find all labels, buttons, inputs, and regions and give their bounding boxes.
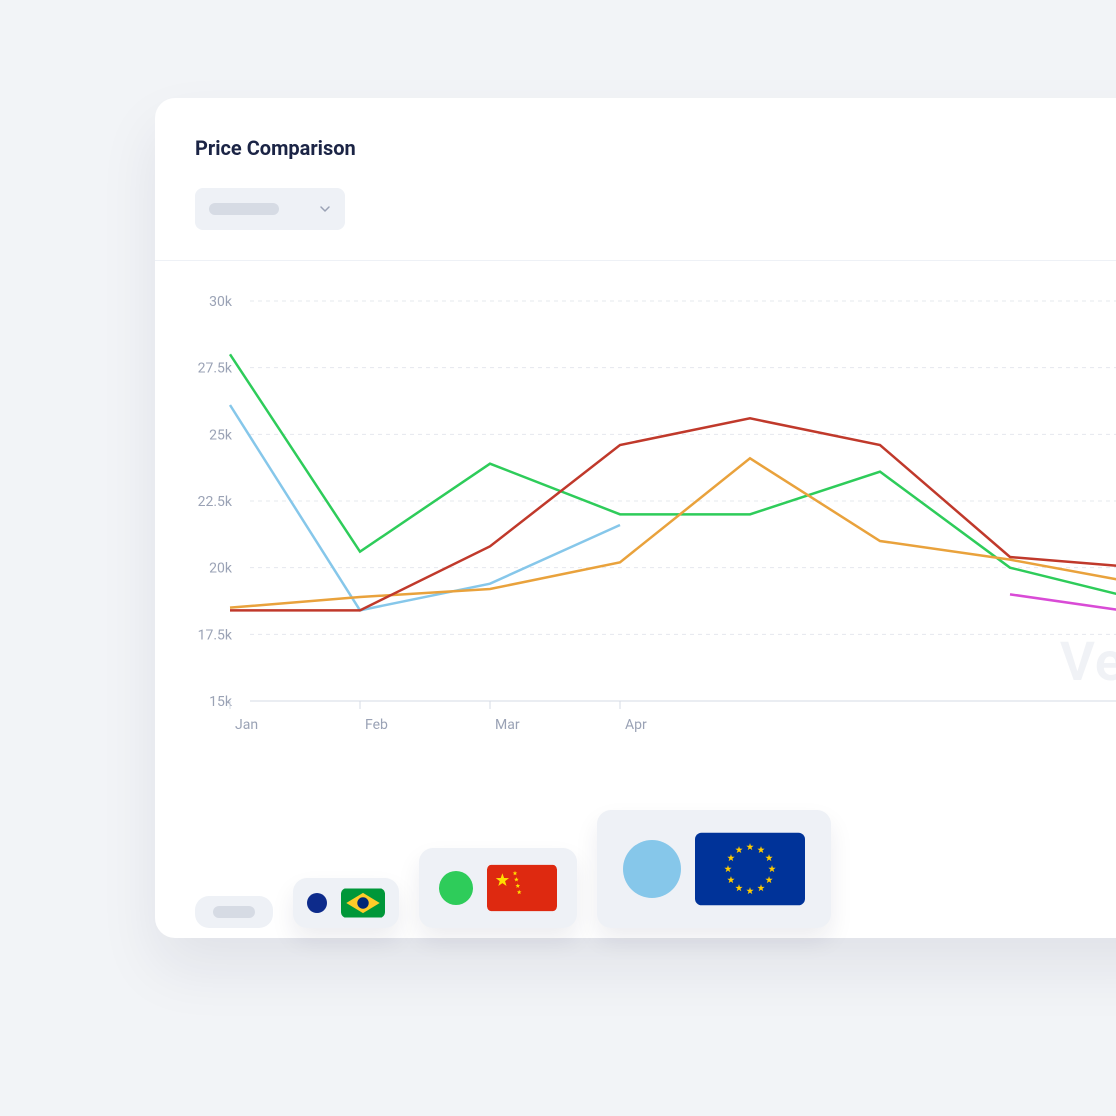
legend-item-brazil[interactable] — [293, 878, 399, 928]
card-header: Price Comparison — [155, 98, 1116, 250]
series-line-magenta — [1010, 594, 1116, 613]
legend-placeholder — [195, 896, 273, 928]
legend-dot-eu — [623, 840, 681, 898]
x-axis-label: Mar — [495, 717, 520, 733]
x-axis-label: Apr — [625, 717, 647, 733]
y-axis-label: 22.5k — [198, 494, 233, 510]
y-axis-label: 15k — [209, 694, 233, 710]
x-axis-label: Jan — [235, 717, 258, 733]
legend-item-eu[interactable] — [597, 810, 831, 928]
price-comparison-card: Price Comparison Vespe 30k27.5k25k22.5k2… — [155, 98, 1116, 938]
y-axis-label: 17.5k — [198, 627, 233, 643]
y-axis-label: 25k — [209, 427, 233, 443]
legend-item-china[interactable] — [419, 848, 577, 928]
dropdown-placeholder — [209, 203, 279, 215]
filter-dropdown[interactable] — [195, 188, 345, 230]
line-chart: 30k 27.5k 25k 22.5k 20k 17.5k 15kJan Feb Mar Apr — [155, 291, 1116, 751]
legend-row — [195, 810, 831, 928]
y-axis-label: 27.5k — [198, 361, 233, 377]
series-line-china — [230, 354, 1116, 599]
y-axis-label: 20k — [209, 561, 233, 577]
y-axis-label: 30k — [209, 294, 233, 310]
card-title: Price Comparison — [195, 136, 1116, 160]
brazil-flag-icon — [341, 888, 385, 918]
china-flag-icon — [487, 864, 557, 912]
eu-flag-icon — [695, 832, 805, 906]
placeholder-bar — [213, 906, 255, 918]
legend-dot-brazil — [307, 893, 327, 913]
chart-area: Vespe 30k27.5k25k22.5k20k17.5k15kJanFebM… — [155, 260, 1116, 780]
x-axis-label: Feb — [365, 717, 388, 733]
chevron-down-icon — [319, 203, 331, 215]
legend-dot-china — [439, 871, 473, 905]
